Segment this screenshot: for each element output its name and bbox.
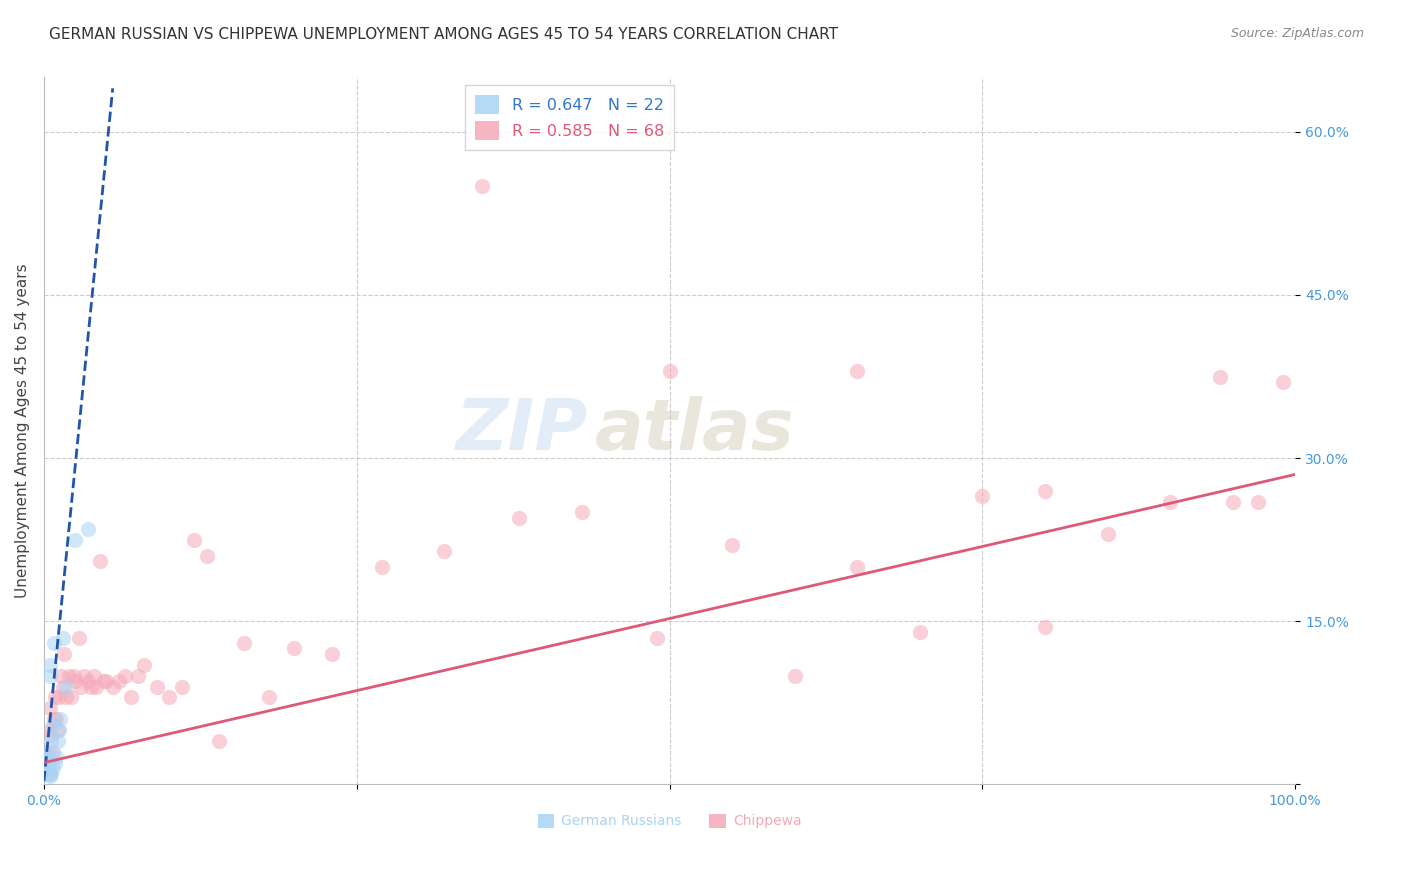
Point <box>93 674 115 689</box>
Point <box>70 680 93 694</box>
Legend: German Russians, Chippewa: German Russians, Chippewa <box>531 808 807 834</box>
Point <box>63 668 86 682</box>
Point <box>39 766 62 780</box>
Point <box>145 680 167 694</box>
Point <box>283 641 305 656</box>
Point <box>41 745 63 759</box>
Point <box>39 701 62 715</box>
Point <box>39 769 62 783</box>
Point <box>645 631 668 645</box>
Point <box>96 674 118 689</box>
Point <box>1222 494 1244 508</box>
Point <box>39 668 62 682</box>
Text: Source: ZipAtlas.com: Source: ZipAtlas.com <box>1230 27 1364 40</box>
Text: atlas: atlas <box>595 396 794 466</box>
Point <box>721 538 744 552</box>
Point <box>1159 494 1181 508</box>
Point <box>52 631 75 645</box>
Point <box>508 511 530 525</box>
Point <box>257 690 280 705</box>
Point <box>41 729 63 743</box>
Point <box>42 636 65 650</box>
Point <box>1033 620 1056 634</box>
Point <box>51 668 73 682</box>
Point <box>471 179 494 194</box>
Point <box>45 750 67 764</box>
Point <box>83 668 105 682</box>
Point <box>39 657 62 672</box>
Point <box>127 668 149 682</box>
Point <box>170 680 193 694</box>
Point <box>101 680 124 694</box>
Point <box>37 761 59 775</box>
Point <box>108 674 131 689</box>
Point <box>86 680 108 694</box>
Point <box>52 680 75 694</box>
Point <box>132 657 155 672</box>
Point <box>908 625 931 640</box>
Point <box>44 690 66 705</box>
Text: ZIP: ZIP <box>456 396 588 466</box>
Point <box>49 712 72 726</box>
Point <box>63 674 86 689</box>
Point <box>972 489 994 503</box>
Point <box>208 734 231 748</box>
Point <box>233 636 256 650</box>
Point <box>1271 375 1294 389</box>
Point <box>1209 369 1232 384</box>
Point <box>1247 494 1270 508</box>
Point <box>55 690 77 705</box>
Point <box>42 712 65 726</box>
Point <box>195 549 218 563</box>
Point <box>46 723 69 737</box>
Point <box>433 543 456 558</box>
Point <box>571 506 593 520</box>
Point <box>80 680 103 694</box>
Point <box>38 756 60 770</box>
Point <box>73 668 96 682</box>
Point <box>45 712 67 726</box>
Point <box>41 734 63 748</box>
Point <box>38 761 60 775</box>
Point <box>44 756 66 770</box>
Point <box>121 690 143 705</box>
Point <box>35 745 58 759</box>
Point <box>67 631 90 645</box>
Point <box>38 723 60 737</box>
Point <box>1033 483 1056 498</box>
Point <box>38 745 60 759</box>
Point <box>321 647 343 661</box>
Point <box>183 533 205 547</box>
Point <box>157 690 180 705</box>
Point <box>658 364 681 378</box>
Point <box>89 554 111 568</box>
Point <box>371 560 394 574</box>
Point <box>48 723 70 737</box>
Point <box>76 522 98 536</box>
Point <box>46 734 69 748</box>
Point <box>846 364 869 378</box>
Point <box>58 668 80 682</box>
Point <box>48 690 70 705</box>
Point <box>1097 527 1119 541</box>
Text: GERMAN RUSSIAN VS CHIPPEWA UNEMPLOYMENT AMONG AGES 45 TO 54 YEARS CORRELATION CH: GERMAN RUSSIAN VS CHIPPEWA UNEMPLOYMENT … <box>49 27 838 42</box>
Y-axis label: Unemployment Among Ages 45 to 54 years: Unemployment Among Ages 45 to 54 years <box>15 264 30 599</box>
Point <box>52 647 75 661</box>
Point <box>76 674 98 689</box>
Point <box>37 766 59 780</box>
Point <box>55 680 77 694</box>
Point <box>41 717 63 731</box>
Point <box>60 690 83 705</box>
Point <box>114 668 136 682</box>
Point <box>35 750 58 764</box>
Point <box>41 761 63 775</box>
Point <box>783 668 806 682</box>
Point <box>846 560 869 574</box>
Point <box>37 756 59 770</box>
Point <box>41 766 63 780</box>
Point <box>63 533 86 547</box>
